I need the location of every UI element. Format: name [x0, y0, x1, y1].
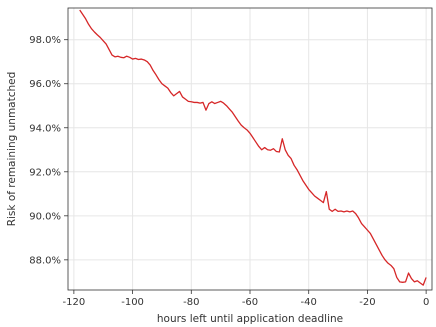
x-tick-label: -100 [121, 297, 144, 308]
x-tick-label: 0 [423, 297, 429, 308]
x-tick-label: -120 [63, 297, 86, 308]
grid [68, 8, 432, 290]
x-tick-label: -80 [183, 297, 199, 308]
y-tick-label: 88.0% [29, 255, 61, 266]
x-tick-label: -60 [242, 297, 258, 308]
y-tick-label: 96.0% [29, 79, 61, 90]
y-tick-label: 94.0% [29, 123, 61, 134]
y-tick-label: 90.0% [29, 211, 61, 222]
x-tick-label: -40 [301, 297, 317, 308]
y-axis-label: Risk of remaining unmatched [6, 72, 18, 227]
risk-series-line [79, 9, 427, 286]
y-tick-label: 92.0% [29, 167, 61, 178]
x-axis-ticks: -120 -100 -80 -60 -40 -20 0 [63, 290, 429, 308]
y-tick-label: 98.0% [29, 35, 61, 46]
x-tick-label: -20 [359, 297, 375, 308]
x-axis-label: hours left until application deadline [157, 313, 343, 325]
y-axis-ticks: 88.0% 90.0% 92.0% 94.0% 96.0% 98.0% [29, 35, 68, 266]
